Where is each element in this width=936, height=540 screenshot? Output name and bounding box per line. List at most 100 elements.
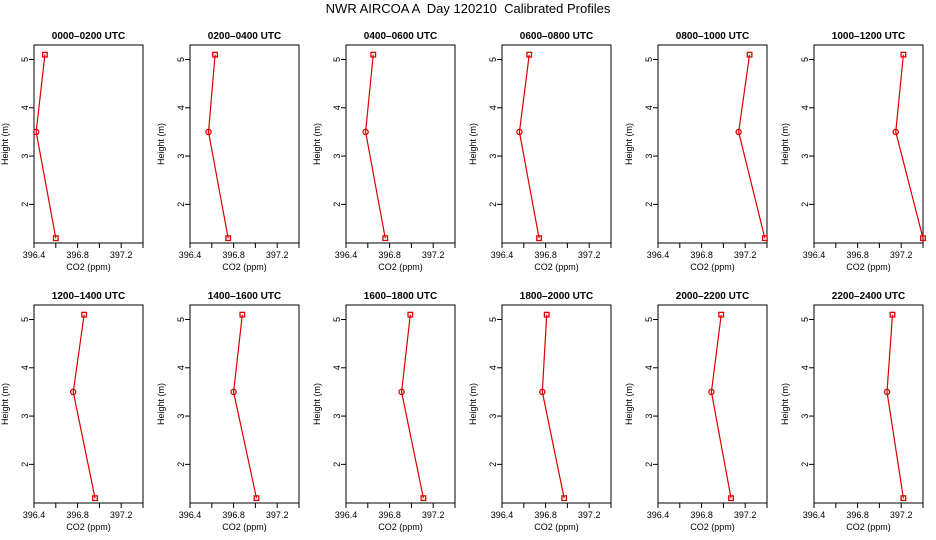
chart-11-point — [889, 311, 896, 318]
chart-9-yaxis-label: Height (m) — [468, 383, 478, 425]
chart-8-ytick-label: 2 — [332, 462, 342, 467]
chart-5-frame — [813, 44, 924, 244]
chart-8-point — [398, 388, 405, 396]
chart-5-point — [920, 235, 926, 242]
chart-0-series-line — [35, 54, 57, 239]
chart-8-frame — [345, 304, 456, 504]
chart-9-ytick-label: 2 — [488, 462, 498, 467]
chart-1-point — [225, 235, 232, 242]
chart-5-xtick-label: 396.4 — [803, 250, 826, 260]
chart-5-ytick-label: 4 — [800, 105, 810, 110]
chart-6-series-line — [72, 314, 96, 499]
chart-11-xaxis-label: CO2 (ppm) — [846, 522, 891, 532]
chart-0-ytick-label: 4 — [20, 105, 30, 110]
chart-4-xtick-label: 396.8 — [690, 250, 713, 260]
chart-10-xtick-label: 397.2 — [734, 510, 757, 520]
chart-3-ytick-label: 4 — [488, 105, 498, 110]
chart-11-ytick-label: 5 — [800, 317, 810, 322]
chart-2-point — [370, 51, 377, 58]
chart-7-ytick-label: 5 — [176, 317, 186, 322]
chart-10-frame — [657, 304, 768, 504]
chart-10-point — [708, 388, 715, 396]
chart-11-ytick-label: 2 — [800, 462, 810, 467]
chart-0-xtick-label: 396.8 — [66, 250, 89, 260]
chart-7-point — [253, 495, 260, 502]
chart-2-series-line — [365, 54, 386, 239]
chart-8-ytick-label: 4 — [332, 365, 342, 370]
chart-7-xtick-label: 396.8 — [222, 510, 245, 520]
chart-3-frame — [501, 44, 612, 244]
chart-9-xaxis-label: CO2 (ppm) — [534, 522, 579, 532]
chart-4-ytick-label: 4 — [644, 105, 654, 110]
chart-10-ytick-label: 2 — [644, 462, 654, 467]
chart-6-title: 1200–1400 UTC — [52, 291, 125, 302]
figure-title: NWR AIRCOA A Day 120210 Calibrated Profi… — [325, 1, 611, 16]
chart-11-point — [883, 388, 891, 396]
chart-5-point — [900, 51, 907, 58]
chart-11-point — [900, 495, 907, 502]
chart-2-xtick-label: 397.2 — [422, 250, 445, 260]
chart-3-xtick-label: 396.4 — [491, 250, 514, 260]
chart-7-title: 1400–1600 UTC — [208, 291, 281, 302]
chart-0-yaxis-label: Height (m) — [0, 123, 10, 165]
chart-0-point — [52, 235, 59, 242]
chart-6-xtick-label: 396.8 — [66, 510, 89, 520]
chart-4-ytick-label: 2 — [644, 202, 654, 207]
chart-5-xtick-label: 396.8 — [846, 250, 869, 260]
chart-1-xtick-label: 396.4 — [179, 250, 202, 260]
chart-7-yaxis-label: Height (m) — [156, 383, 166, 425]
chart-4-series-line — [738, 54, 766, 239]
chart-4-xtick-label: 397.2 — [734, 250, 757, 260]
chart-9-xtick-label: 397.2 — [578, 510, 601, 520]
chart-5-title: 1000–1200 UTC — [832, 31, 905, 42]
chart-11-series-line — [886, 314, 904, 499]
chart-3-point — [516, 128, 523, 136]
chart-2-frame — [345, 44, 456, 244]
chart-0-frame — [33, 44, 144, 244]
chart-0-xtick-label: 396.4 — [23, 250, 46, 260]
chart-4-point — [735, 128, 742, 136]
chart-9-xtick-label: 396.4 — [491, 510, 514, 520]
chart-9-point — [543, 311, 550, 318]
chart-6-frame — [33, 304, 144, 504]
chart-2-title: 0400–0600 UTC — [364, 31, 437, 42]
chart-10-xtick-label: 396.4 — [647, 510, 670, 520]
chart-9-title: 1800–2000 UTC — [520, 291, 593, 302]
chart-3-xtick-label: 396.8 — [534, 250, 557, 260]
chart-7-ytick-label: 3 — [176, 414, 186, 419]
chart-3-ytick-label: 3 — [488, 154, 498, 159]
chart-5-ytick-label: 5 — [800, 57, 810, 62]
chart-8-xaxis-label: CO2 (ppm) — [378, 522, 423, 532]
chart-9-xtick-label: 396.8 — [534, 510, 557, 520]
chart-11-xtick-label: 396.4 — [803, 510, 826, 520]
chart-3-point — [526, 51, 533, 58]
chart-0-title: 0000–0200 UTC — [52, 31, 125, 42]
chart-0-point — [32, 128, 40, 136]
chart-2-xaxis-label: CO2 (ppm) — [378, 262, 423, 272]
chart-2-ytick-label: 3 — [332, 154, 342, 159]
chart-11-xtick-label: 397.2 — [890, 510, 913, 520]
chart-9-ytick-label: 3 — [488, 414, 498, 419]
chart-0-ytick-label: 3 — [20, 154, 30, 159]
chart-4-yaxis-label: Height (m) — [624, 123, 634, 165]
chart-4-frame — [657, 44, 768, 244]
chart-11-yaxis-label: Height (m) — [780, 383, 790, 425]
chart-3-series-line — [518, 54, 540, 239]
chart-11-xtick-label: 396.8 — [846, 510, 869, 520]
chart-1-frame — [189, 44, 300, 244]
chart-9-ytick-label: 5 — [488, 317, 498, 322]
chart-8-xtick-label: 396.4 — [335, 510, 358, 520]
chart-2-xtick-label: 396.8 — [378, 250, 401, 260]
chart-9-series-line — [541, 314, 565, 499]
chart-8-title: 1600–1800 UTC — [364, 291, 437, 302]
chart-6-xtick-label: 397.2 — [110, 510, 133, 520]
chart-2-xtick-label: 396.4 — [335, 250, 358, 260]
chart-1-point — [212, 51, 219, 58]
chart-3-ytick-label: 2 — [488, 202, 498, 207]
chart-11-frame — [813, 304, 924, 504]
chart-2-ytick-label: 2 — [332, 202, 342, 207]
chart-1-yaxis-label: Height (m) — [156, 123, 166, 165]
chart-11-ytick-label: 4 — [800, 365, 810, 370]
chart-8-series-line — [400, 314, 424, 499]
